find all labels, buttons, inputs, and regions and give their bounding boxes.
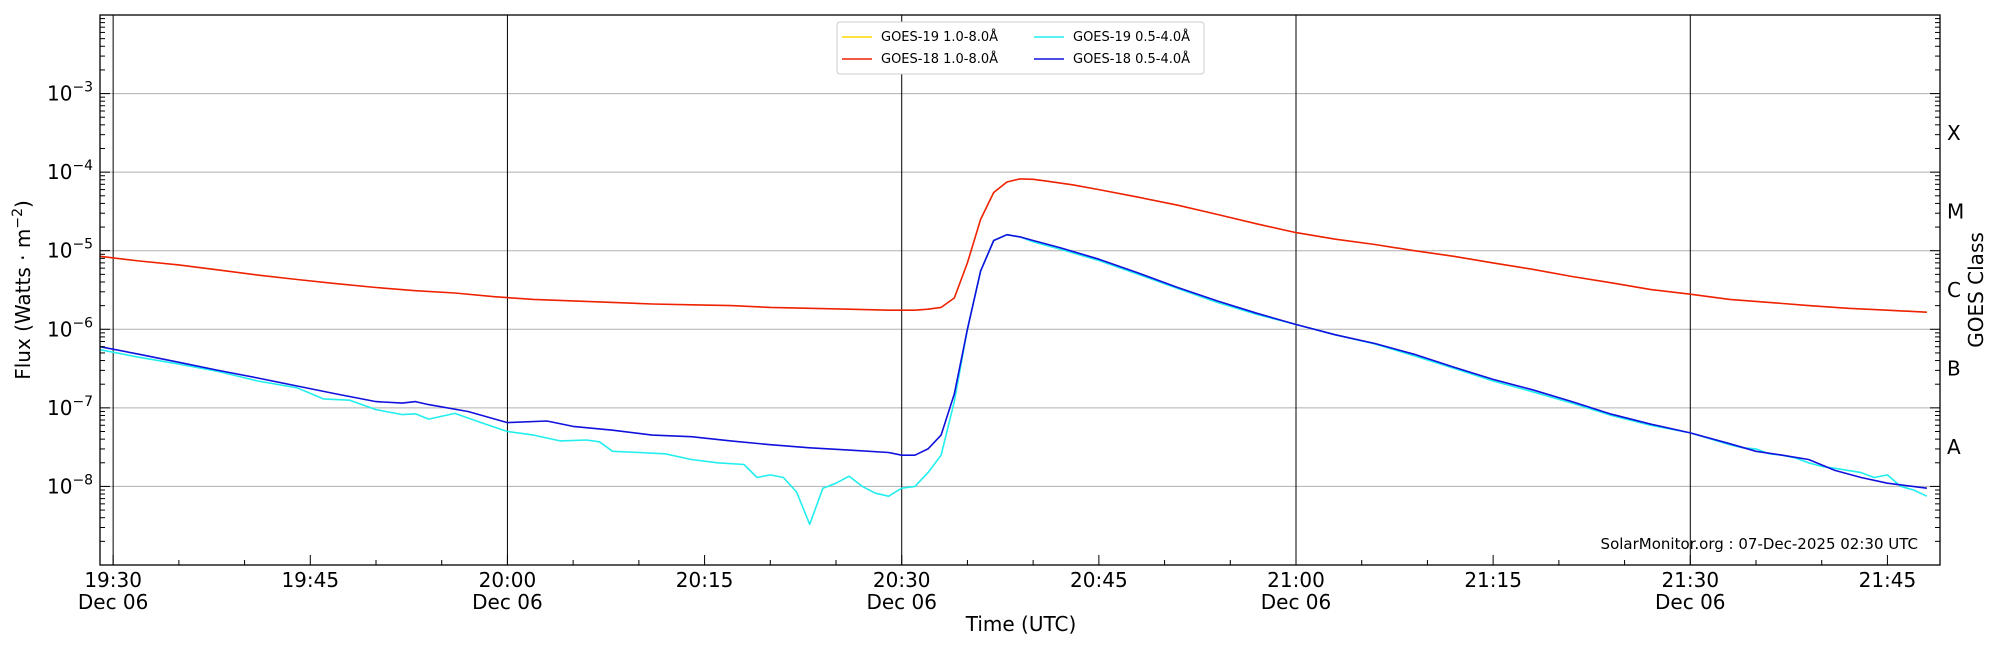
y-tick-label: 10−7 (47, 394, 93, 420)
x-tick-date-label: Dec 06 (472, 590, 543, 614)
series-line-goes18-long (99, 178, 1927, 313)
legend: GOES-19 1.0-8.0Å GOES-18 1.0-8.0Å GOES-1… (836, 21, 1205, 75)
x-tick-date-label: Dec 06 (1655, 590, 1726, 614)
goes-class-b: B (1947, 357, 1961, 381)
x-tick-label: 19:45 (281, 568, 339, 592)
legend-box (836, 21, 1205, 75)
x-tick-label: 20:45 (1070, 568, 1128, 592)
plot-frame (99, 14, 1941, 566)
x-tick-label: 21:30 (1661, 568, 1719, 592)
x-tick-label: 19:30 (84, 568, 142, 592)
goes-class-a: A (1947, 435, 1961, 459)
y-tick-labels: 10−3 10−4 10−5 10−6 10−7 10−8 (47, 80, 93, 499)
y-tick-label: 10−6 (47, 315, 93, 341)
goes-class-m: M (1947, 199, 1964, 223)
goes-class-x: X (1947, 121, 1961, 145)
x-tick-label: 21:45 (1859, 568, 1917, 592)
y-tick-label: 10−8 (47, 472, 93, 498)
watermark-text: SolarMonitor.org : 07-Dec-2025 02:30 UTC (1601, 535, 1918, 553)
x-tick-label: 20:00 (479, 568, 537, 592)
legend-label-goes19-long: GOES-19 1.0-8.0Å (881, 29, 998, 45)
goes-class-c: C (1947, 278, 1961, 302)
x-tick-label: 20:15 (676, 568, 734, 592)
grid-lines (100, 93, 1940, 487)
series-line-goes19-short (99, 233, 1928, 526)
x-tick-label: 21:15 (1464, 568, 1522, 592)
x-tick-date-label: Dec 06 (78, 590, 149, 614)
series-line-goes18-short (99, 233, 1928, 489)
legend-label-goes18-short: GOES-18 0.5-4.0Å (1073, 51, 1190, 67)
legend-label-goes18-long: GOES-18 1.0-8.0Å (881, 51, 998, 67)
goes-class-axis-label: GOES Class (1964, 232, 1988, 348)
day-boundary-lines (112, 15, 1691, 565)
x-axis-label: Time (UTC) (965, 612, 1077, 636)
goes-class-labels: X M C B A (1947, 121, 1964, 459)
x-tick-label: 20:30 (873, 568, 931, 592)
y-tick-label: 10−4 (47, 158, 93, 184)
x-tick-date-label: Dec 06 (866, 590, 937, 614)
y-axis-label: Flux (Watts · m−2) (10, 200, 35, 380)
y-minor-ticks (100, 18, 1940, 566)
series-lines (99, 178, 1928, 526)
y-tick-label: 10−5 (47, 237, 93, 263)
legend-label-goes19-short: GOES-19 0.5-4.0Å (1073, 29, 1190, 45)
x-tick-date-label: Dec 06 (1261, 590, 1332, 614)
y-tick-label: 10−3 (47, 80, 93, 106)
x-tick-label: 21:00 (1267, 568, 1325, 592)
